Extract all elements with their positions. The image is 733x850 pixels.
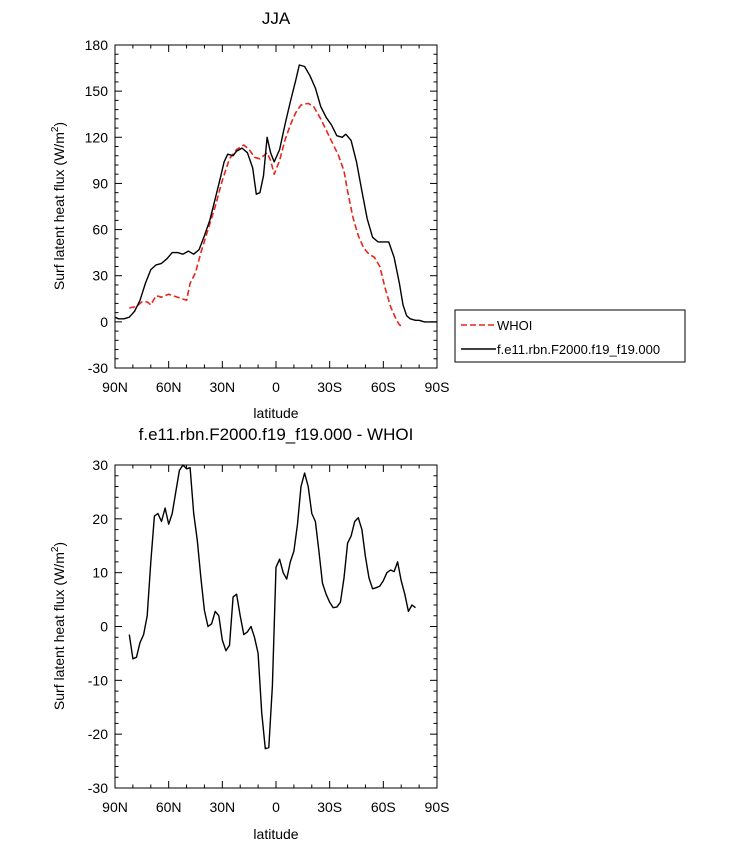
x-tick-label: 0 — [272, 379, 280, 395]
bottom-y-ticks: -30 -20 -10 0 10 20 30 — [88, 457, 437, 796]
y-tick-label: -30 — [88, 360, 108, 376]
top-series — [114, 64, 437, 328]
series-line-difference — [128, 464, 416, 750]
legend-whoi-label: WHOI — [497, 318, 532, 333]
series-line-whoi — [129, 102, 404, 328]
y-tick-label: 90 — [92, 175, 108, 191]
x-tick-label: 30S — [317, 799, 342, 815]
x-tick-label: 0 — [272, 799, 280, 815]
top-y-axis-label: Surf latent heat flux (W/m2) — [50, 122, 67, 290]
y-tick-label: 30 — [92, 268, 108, 284]
bottom-x-axis-label: latitude — [253, 826, 298, 842]
y-tick-label: -30 — [88, 780, 108, 796]
y-tick-label: 180 — [85, 37, 109, 53]
x-tick-label: 60S — [371, 379, 396, 395]
x-tick-label: 30S — [317, 379, 342, 395]
y-tick-label: 120 — [85, 129, 109, 145]
y-tick-label: -20 — [88, 726, 108, 742]
top-x-ticks: 90N 60N 30N 0 30S 60S 90S — [102, 45, 449, 395]
top-x-axis-label: latitude — [253, 405, 298, 421]
top-panel-jja: JJA -30 0 30 60 90 120 150 180 90N 60N 30N 0 30S 60S… — [50, 9, 686, 421]
y-tick-label: 0 — [100, 619, 108, 635]
x-tick-label: 60N — [156, 799, 182, 815]
top-chart-title: JJA — [262, 9, 291, 28]
x-tick-label: 30N — [209, 799, 235, 815]
y-tick-label: -10 — [88, 672, 108, 688]
x-tick-label: 90S — [425, 799, 450, 815]
legend: WHOI f.e11.rbn.F2000.f19_f19.000 — [454, 309, 686, 363]
y-tick-label: 10 — [92, 565, 108, 581]
y-tick-label: 60 — [92, 222, 108, 238]
y-tick-label: 150 — [85, 83, 109, 99]
bottom-series — [128, 464, 416, 750]
x-tick-label: 90N — [102, 379, 128, 395]
legend-box — [454, 309, 686, 363]
y-tick-label: 20 — [92, 511, 108, 527]
x-tick-label: 90S — [425, 379, 450, 395]
bottom-plot-frame — [114, 464, 438, 789]
x-tick-label: 90N — [102, 799, 128, 815]
bottom-chart-title: f.e11.rbn.F2000.f19_f19.000 - WHOI — [139, 425, 414, 444]
legend-model-label: f.e11.rbn.F2000.f19_f19.000 — [497, 342, 660, 357]
x-tick-label: 60N — [156, 379, 182, 395]
bottom-panel-difference: f.e11.rbn.F2000.f19_f19.000 - WHOI -30 -2… — [50, 425, 449, 842]
bottom-y-axis-label: Surf latent heat flux (W/m2) — [50, 542, 67, 710]
x-tick-label: 30N — [209, 379, 235, 395]
x-tick-label: 60S — [371, 799, 396, 815]
top-y-ticks: -30 0 30 60 90 120 150 180 — [85, 37, 437, 376]
y-tick-label: 0 — [100, 314, 108, 330]
top-plot-frame — [114, 44, 438, 369]
series-line-model — [114, 64, 437, 323]
y-tick-label: 30 — [92, 457, 108, 473]
